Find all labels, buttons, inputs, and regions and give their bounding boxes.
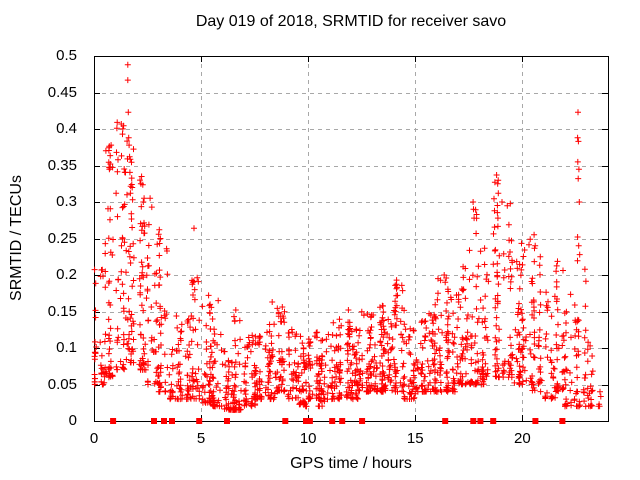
chart-title: Day 019 of 2018, SRMTID for receiver sav… [195,13,507,30]
scatter-points [91,61,604,413]
y-tick-label: 0.15 [47,302,77,320]
y-tick-label: 0.1 [56,339,77,356]
x-tick-label: 5 [196,430,206,447]
y-tick-label: 0.25 [47,229,77,247]
y-tick-label: 0.45 [47,83,77,101]
y-tick-label: 0 [68,412,77,429]
y-tick-label: 0.35 [47,156,77,174]
x-tick-label: 15 [406,430,424,447]
y-tick-label: 0.5 [56,47,77,64]
y-tick-label: 0.05 [47,375,77,393]
y-tick-label: 0.3 [56,193,77,210]
y-tick-label: 0.2 [56,266,77,283]
x-tick-label: 10 [299,430,317,447]
plot-frame [94,56,609,422]
x-axis-label: GPS time / hours [290,455,412,472]
x-tick-label: 0 [89,430,99,447]
zero-value-squares [110,418,566,424]
x-tick-label: 20 [513,430,531,447]
y-tick-label: 0.4 [56,120,77,137]
